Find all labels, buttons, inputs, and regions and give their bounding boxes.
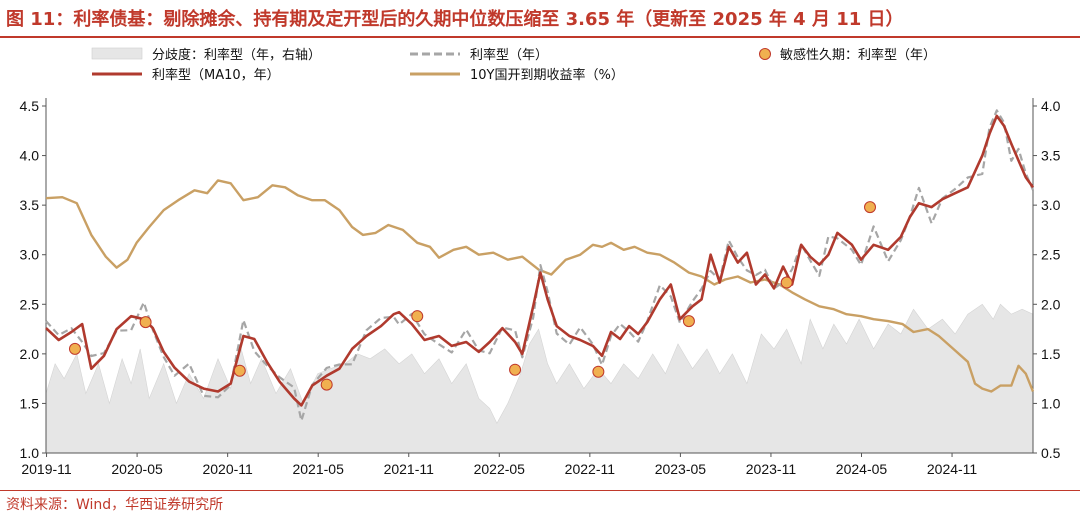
chart-svg: 1.0 1.5 2.0 2.5 3.0 3.5 4.0 4.5 0.5 1.0 1.5 2.0 2.5 3…	[20, 47, 1061, 477]
x-tick-label: 2019-11	[21, 461, 72, 477]
sensitivity-duration-point	[320, 378, 333, 391]
legend-label: 利率型（MA10，年）	[152, 67, 280, 83]
x-tick-label: 2021-11	[384, 461, 435, 477]
sensitivity-duration-point	[411, 310, 424, 323]
y-right-tick-label: 3.5	[1041, 148, 1061, 164]
x-tick-label: 2022-11	[565, 461, 616, 477]
sensitivity-duration-point	[509, 363, 522, 376]
y-left-tick-label: 2.5	[20, 296, 40, 312]
series-dispersion-area	[45, 303, 1034, 454]
sensitivity-duration-point	[592, 365, 605, 378]
y-right-tick-label: 1.0	[1041, 395, 1061, 411]
legend-label: 敏感性久期：利率型（年）	[780, 47, 936, 63]
series-duration-ma10-line	[45, 114, 1035, 407]
y-right-tick-label: 2.0	[1041, 296, 1061, 312]
sensitivity-duration-point	[864, 201, 877, 214]
x-tick-label: 2020-11	[202, 461, 253, 477]
x-tick-label: 2024-05	[836, 461, 888, 477]
sensitivity-duration-point	[682, 315, 695, 328]
sensitivity-duration-point	[68, 342, 81, 355]
series-duration-daily-dashed-line	[45, 109, 1035, 422]
x-tick-label: 2020-05	[111, 461, 163, 477]
legend-swatch-area	[91, 47, 143, 60]
sensitivity-duration-point	[139, 316, 152, 329]
footer-rule	[0, 490, 1080, 491]
legend-label: 利率型（年）	[470, 47, 548, 63]
y-right-tick-label: 3.0	[1041, 197, 1061, 213]
y-left-tick-label: 2.0	[20, 346, 40, 362]
y-left-tick-label: 4.0	[20, 148, 40, 164]
x-tick-label: 2022-05	[474, 461, 526, 477]
legend-swatch-dot	[759, 48, 771, 60]
chart-container: 1.0 1.5 2.0 2.5 3.0 3.5 4.0 4.5 0.5 1.0 1.5 2.0 2.5 3…	[0, 38, 1080, 490]
y-left-tick-label: 4.5	[20, 98, 40, 114]
x-tick-label: 2023-05	[655, 461, 707, 477]
header-rule	[0, 36, 1080, 38]
sensitivity-duration-point	[780, 276, 793, 289]
x-tick-label: 2021-05	[292, 461, 344, 477]
y-right-tick-label: 4.0	[1041, 98, 1061, 114]
y-left-tick-label: 1.5	[20, 395, 40, 411]
x-tick-label: 2023-11	[746, 461, 797, 477]
series-10y-yield-line	[45, 179, 1035, 393]
y-right-tick-label: 1.5	[1041, 346, 1061, 362]
y-left-tick-label: 3.0	[20, 247, 40, 263]
figure-title: 图 11：利率债基：剔除摊余、持有期及定开型后的久期中位数压缩至 3.65 年（…	[6, 9, 904, 30]
figure-header: 图 11：利率债基：剔除摊余、持有期及定开型后的久期中位数压缩至 3.65 年（…	[0, 0, 1080, 38]
legend-label: 10Y国开到期收益率（%）	[470, 67, 624, 83]
source-note: 资料来源：Wind，华西证券研究所	[6, 497, 224, 513]
x-tick-label: 2024-11	[927, 461, 978, 477]
y-right-tick-label: 0.5	[1041, 445, 1061, 461]
y-right-tick-label: 2.5	[1041, 247, 1061, 263]
y-left-tick-label: 3.5	[20, 197, 40, 213]
y-left-tick-label: 1.0	[20, 445, 40, 461]
sensitivity-duration-point	[233, 364, 246, 377]
legend-label: 分歧度：利率型（年，右轴）	[152, 47, 321, 63]
